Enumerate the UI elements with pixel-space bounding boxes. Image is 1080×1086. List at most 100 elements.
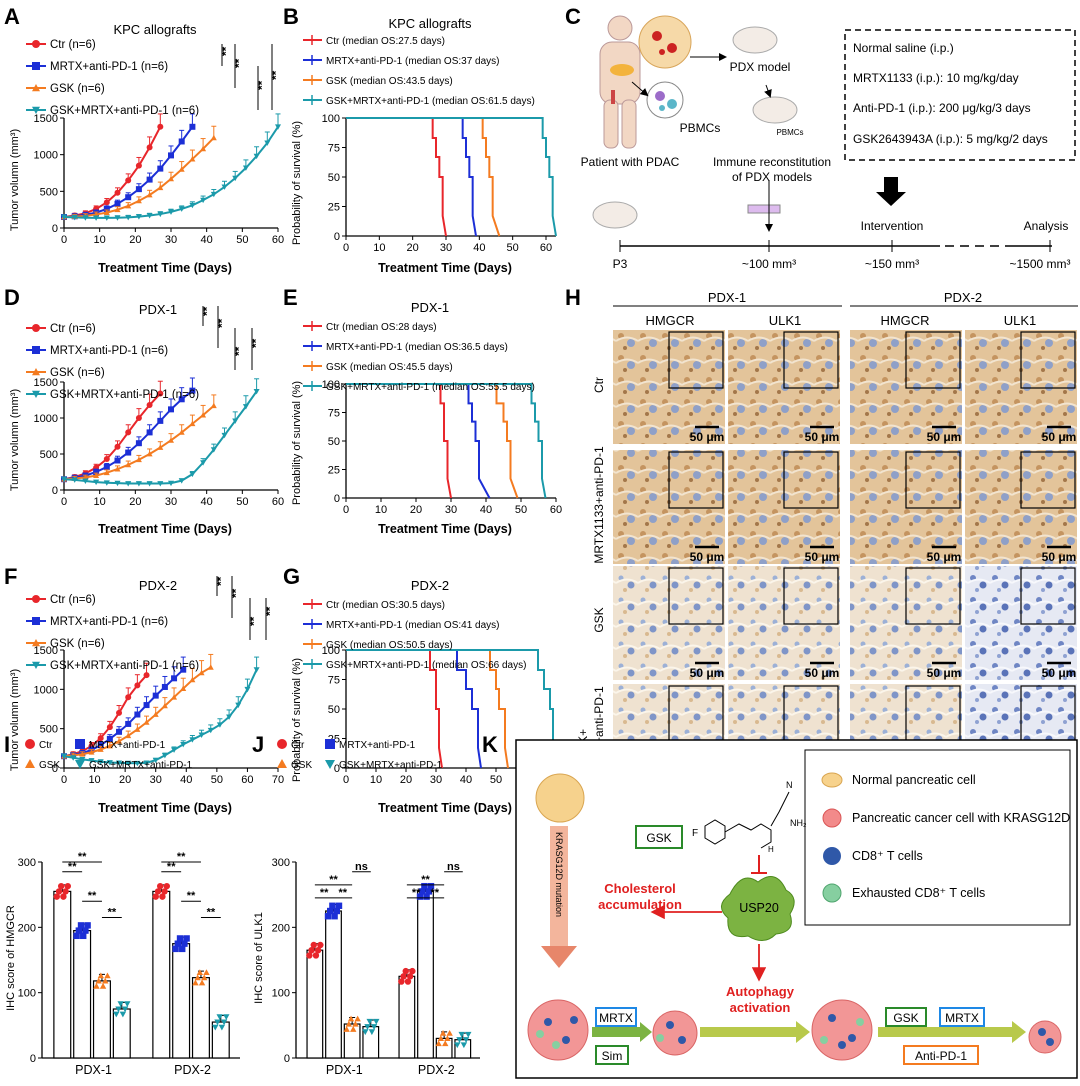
data-point [462, 1037, 470, 1043]
data-point [232, 418, 239, 424]
data-point [189, 123, 196, 130]
bar [172, 943, 191, 1059]
group-pdx1: PDX-1 [708, 290, 746, 305]
ihc-inset [905, 685, 961, 743]
data-point [80, 932, 87, 940]
data-point [103, 205, 110, 212]
x-tick-label: 30 [445, 504, 457, 516]
panel-letter-a: A [4, 4, 20, 29]
data-point [178, 478, 185, 484]
data-point [135, 415, 142, 421]
y-tick-label: 300 [272, 857, 290, 869]
treatment-1: Normal saline (i.p.) [853, 41, 954, 55]
data-point [97, 735, 104, 742]
data-point [171, 694, 178, 700]
x-tick-label: 50 [490, 774, 502, 786]
legend-label: MRTX+anti-PD-1 [339, 740, 416, 751]
data-point [61, 476, 67, 483]
data-point [277, 759, 287, 768]
data-point [210, 447, 217, 453]
data-point [103, 463, 110, 470]
sig-star: ns [447, 861, 460, 873]
ihc-inset [1020, 451, 1076, 509]
ihc-inset [1020, 685, 1076, 743]
bar [417, 890, 434, 1059]
data-point [168, 437, 174, 443]
significance-f: ** ** ** ** [214, 576, 277, 640]
data-point [400, 973, 407, 980]
data-point [324, 913, 332, 920]
data-point [439, 1029, 447, 1036]
data-point [143, 672, 150, 679]
legend-label: GSK+MRTX+anti-PD-1 (median OS:55.5 days) [326, 382, 535, 393]
data-point [135, 214, 142, 220]
data-point [216, 722, 223, 728]
sig-star: ** [329, 874, 338, 886]
x-tick-label: 40 [473, 242, 485, 254]
treatment-4: GSK2643943A (i.p.): 5 mg/kg/2 days [853, 132, 1048, 146]
data-point [99, 982, 107, 989]
data-point [192, 979, 199, 986]
data-point [210, 402, 217, 409]
x-tick-label: 60 [272, 496, 284, 508]
mol-h: H [768, 845, 774, 854]
data-point [82, 927, 89, 934]
data-point [458, 1031, 465, 1038]
tumor-icon [1028, 1020, 1062, 1054]
survival-curve [346, 117, 501, 237]
x-tick-label: 60 [550, 504, 562, 516]
row-ctr: Ctr [592, 377, 606, 393]
data-point [114, 480, 121, 487]
data-point [178, 429, 185, 435]
legend-label: GSK+MRTX+anti-PD-1 (n=6) [50, 105, 199, 117]
data-point [71, 477, 78, 483]
sig-star: ** [431, 887, 440, 899]
data-point [196, 969, 204, 975]
data-point [221, 432, 228, 439]
data-point [60, 893, 67, 900]
data-point [210, 134, 217, 141]
series-line [63, 669, 258, 765]
data-point [352, 1020, 359, 1027]
legend-label: GSK+MRTX+anti-PD-1 [339, 760, 443, 771]
k-legend-box [804, 749, 1071, 926]
y-tick-label: 25 [328, 202, 340, 214]
data-point [32, 106, 40, 114]
data-point [157, 481, 164, 487]
data-point [82, 474, 89, 480]
data-point [146, 402, 153, 409]
survival-curve [346, 383, 519, 499]
data-point [134, 711, 141, 718]
data-point [62, 888, 69, 895]
x-tick-label: 50 [515, 504, 527, 516]
scale-label: 50 μm [1042, 666, 1077, 680]
treatment-2: MRTX1133 (i.p.): 10 mg/kg/day [853, 71, 1019, 85]
marker-hmgcr-2: HMGCR [880, 313, 929, 328]
data-point [310, 941, 317, 949]
data-point [93, 215, 100, 221]
bar [325, 910, 342, 1059]
cholesterol-1: Cholesterol [604, 881, 676, 896]
data-point [174, 940, 182, 947]
sig-star: ** [269, 70, 283, 80]
mrtx2-label: MRTX [945, 1011, 979, 1025]
y-tick-label: 25 [328, 465, 340, 477]
data-point [398, 978, 405, 985]
data-point [82, 215, 89, 221]
data-point [88, 758, 95, 764]
legend-label: Ctr (n=6) [50, 323, 96, 335]
legend-label: GSK+MRTX+anti-PD-1 (median OS:66 days) [326, 660, 526, 671]
data-point [114, 457, 121, 464]
legend-label: MRTX+anti-PD-1 (n=6) [50, 616, 168, 628]
data-point [114, 443, 121, 450]
data-point [119, 1011, 127, 1018]
sig-star: ** [78, 851, 87, 863]
data-point [402, 967, 409, 975]
y-tick-label: 1500 [34, 645, 58, 657]
gsk2-box [885, 1007, 927, 1027]
title-e: PDX-1 [411, 300, 449, 315]
data-point [157, 184, 164, 191]
data-point [157, 444, 164, 450]
x-tick-label: 20 [119, 774, 131, 786]
data-point [409, 967, 416, 975]
